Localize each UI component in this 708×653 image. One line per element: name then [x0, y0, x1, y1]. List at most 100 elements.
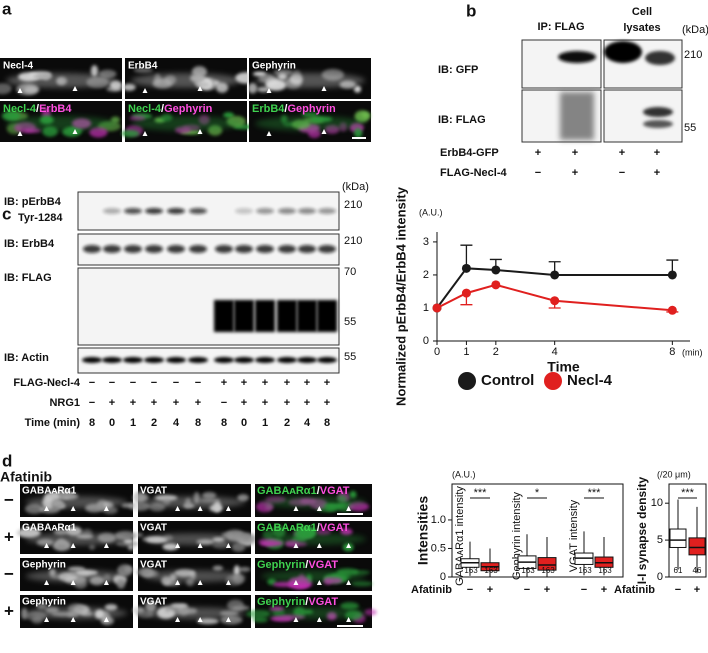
signal	[143, 533, 246, 546]
arrowhead	[103, 506, 109, 511]
band	[103, 245, 121, 253]
y-tick-label: 1	[423, 302, 429, 314]
arrowhead	[321, 129, 327, 134]
arrowhead	[197, 617, 203, 622]
y-axis-title: Intensities	[415, 496, 431, 565]
blot-label: IB: Actin	[4, 352, 49, 364]
x-tick-label: −	[467, 584, 473, 596]
x-tick-label: +	[487, 584, 493, 596]
band	[255, 357, 275, 363]
kda-marker: 55	[684, 122, 696, 134]
plot-frame	[668, 483, 707, 578]
arrowhead	[103, 543, 109, 548]
band	[167, 245, 185, 253]
band	[214, 300, 234, 332]
signal	[24, 503, 44, 514]
band	[317, 357, 337, 363]
kda-marker: 210	[684, 49, 702, 61]
box	[537, 557, 557, 571]
legend-label: Control	[481, 372, 534, 389]
signal	[6, 116, 116, 131]
image-label: VGAT	[140, 560, 167, 571]
signal	[223, 112, 235, 118]
y-tick-label: 2	[423, 269, 429, 281]
lane-mark: −	[173, 377, 179, 389]
lane-mark: +	[284, 397, 290, 409]
image-label: GABAᴀRα1	[22, 523, 77, 534]
n-label: 163	[521, 566, 535, 575]
band	[102, 357, 122, 363]
arrowhead	[175, 580, 181, 585]
arrowhead	[44, 543, 50, 548]
image-label: ErbB4/Gephyrin	[252, 103, 336, 115]
label-part: Gephyrin	[164, 103, 213, 115]
legend-marker	[458, 372, 476, 390]
arrowhead	[70, 580, 76, 585]
signal	[364, 608, 377, 616]
arrowhead	[175, 506, 181, 511]
smear	[560, 92, 594, 140]
band	[298, 245, 316, 253]
lane-mark: −	[109, 377, 115, 389]
y-tick-label: 0	[423, 335, 429, 347]
label-part: VGAT	[320, 485, 350, 497]
n-label: 163	[464, 566, 478, 575]
band	[318, 208, 336, 214]
lane-mark: +	[535, 147, 541, 159]
image-label: Necl-4/Gephyrin	[128, 103, 213, 115]
significance: ***	[588, 487, 602, 499]
x-tick-label: 0	[434, 346, 440, 358]
signal	[145, 601, 157, 612]
signal	[127, 544, 135, 551]
lane-mark: +	[619, 147, 625, 159]
x-axis-title: Time	[547, 359, 580, 375]
arrowhead	[316, 580, 322, 585]
signal	[196, 618, 219, 625]
lane-mark: 4	[304, 417, 311, 429]
arrowhead	[70, 543, 76, 548]
image-label: Necl-4/ErbB4	[3, 103, 72, 115]
lane-mark: 8	[324, 417, 330, 429]
point	[432, 303, 442, 313]
signal	[353, 127, 363, 139]
signal	[0, 83, 12, 95]
panel-letter: b	[466, 1, 476, 20]
y-tick-label: 0	[657, 571, 663, 583]
band	[643, 107, 673, 117]
panel-letter: d	[2, 451, 12, 470]
axis-unit: (min)	[682, 347, 703, 357]
signal	[272, 581, 296, 587]
x-axis-title: Afatinib	[411, 584, 452, 596]
lane-mark: +	[262, 377, 268, 389]
signal	[143, 570, 246, 583]
arrowhead	[225, 617, 231, 622]
lane-mark: +	[262, 397, 268, 409]
signal	[252, 617, 268, 623]
signal	[116, 578, 126, 589]
signal	[170, 603, 188, 609]
lane-mark: +	[221, 377, 227, 389]
band	[558, 51, 596, 63]
band	[256, 245, 274, 253]
band	[278, 245, 296, 253]
arrowhead	[293, 506, 299, 511]
arrowhead	[142, 131, 148, 136]
lane-mark: 8	[221, 417, 227, 429]
band	[298, 208, 316, 214]
y-tick-label: 3	[423, 236, 429, 248]
arrowhead	[197, 129, 203, 134]
signal	[162, 543, 179, 551]
point	[461, 288, 471, 298]
signal	[131, 116, 241, 131]
signal	[231, 542, 246, 552]
signal	[255, 73, 365, 88]
x-tick-label: +	[544, 584, 550, 596]
label-part: Necl-4	[3, 103, 37, 115]
axis-unit: (/20 μm)	[657, 469, 691, 479]
image-label: Gephyrin	[252, 61, 296, 72]
y-tick-label: 0.5	[431, 542, 446, 554]
lane-mark: 2	[284, 417, 290, 429]
arrowhead	[316, 506, 322, 511]
signal	[257, 86, 271, 93]
arrowhead	[293, 543, 299, 548]
